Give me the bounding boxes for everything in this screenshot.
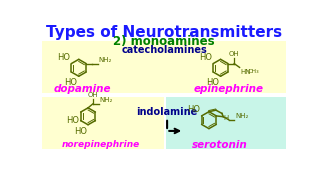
Text: OH: OH [87, 92, 98, 98]
Text: norepinephrine: norepinephrine [61, 140, 140, 149]
Text: NH₂: NH₂ [100, 97, 113, 103]
Text: HO: HO [187, 105, 200, 114]
FancyBboxPatch shape [166, 97, 286, 149]
FancyBboxPatch shape [42, 41, 286, 93]
Text: serotonin: serotonin [192, 140, 248, 150]
Text: HO: HO [74, 127, 87, 136]
Text: H: H [223, 115, 229, 121]
Text: NH₂: NH₂ [235, 113, 248, 119]
Text: HO: HO [206, 78, 219, 87]
Text: HO: HO [64, 78, 77, 87]
Text: HO: HO [199, 53, 212, 62]
Text: catecholamines: catecholamines [122, 46, 208, 55]
Text: HO: HO [57, 53, 70, 62]
Text: HN: HN [240, 69, 251, 75]
Text: CH₃: CH₃ [247, 69, 259, 74]
Text: epinephrine: epinephrine [193, 84, 263, 94]
Text: dopamine: dopamine [54, 84, 111, 94]
Text: NH₂: NH₂ [99, 57, 112, 63]
Text: HO: HO [66, 116, 79, 125]
Text: Types of Neurotransmitters: Types of Neurotransmitters [46, 25, 282, 40]
Text: OH: OH [229, 51, 239, 57]
Text: indolamine: indolamine [136, 107, 198, 118]
FancyBboxPatch shape [42, 97, 164, 149]
Text: 2) monoamines: 2) monoamines [113, 35, 215, 48]
